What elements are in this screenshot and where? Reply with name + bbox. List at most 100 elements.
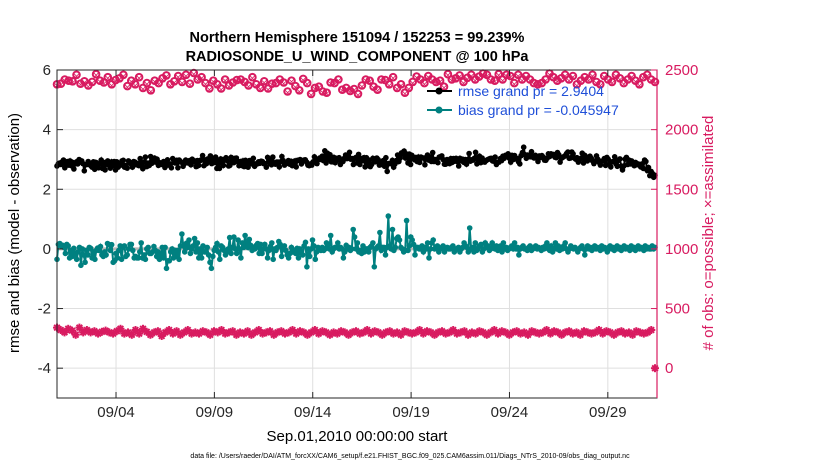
x-axis-label: Sep.01,2010 00:00:00 start [267,428,449,445]
possible-marker [490,76,500,85]
possible-marker [388,72,398,82]
assimilated-marker-stroke [416,326,424,334]
possible-x-mark: × [636,81,644,91]
legend-label-bias: bias grand pr = -0.045947 [458,102,619,118]
assimilated-marker-stroke [184,326,192,334]
possible-marker [396,80,406,89]
rmse-point [520,144,527,150]
bias-point [228,250,234,257]
chart-title-line1: Northern Hemisphere 151094 / 152253 = 99… [190,30,525,46]
possible-x-mark: × [264,86,272,96]
bias-point [371,264,378,270]
y-tick-label-left: 0 [43,241,51,258]
possible-x-mark: × [69,78,77,88]
possible-marker [259,77,269,86]
possible-marker [267,79,277,88]
rmse-point [71,166,77,172]
assimilated-marker-stroke [255,326,263,334]
bias-point [190,243,196,249]
possible-x-mark: × [186,81,194,91]
rmse-point [164,157,171,163]
possible-x-mark: × [104,74,112,84]
possible-x-mark: × [120,72,128,82]
possible-x-mark: × [495,71,503,81]
possible-x-mark: × [350,86,358,96]
bias-point [426,255,432,261]
possible-x-mark: × [554,78,562,88]
possible-x-mark: × [507,73,515,83]
possible-marker [306,89,316,99]
bias-point [82,259,88,266]
bias-point [194,240,201,246]
possible-x-mark: × [561,72,569,82]
possible-x-mark: × [323,90,331,100]
rmse-point [276,164,283,170]
bias-point [257,241,264,248]
possible-x-mark: × [260,78,268,88]
bias-point [389,226,396,233]
possible-x-mark: × [190,70,198,80]
y-tick-label-right: 0 [665,360,673,377]
possible-x-mark: × [538,80,546,90]
bias-point [489,240,496,246]
bias-point [269,240,275,246]
assimilated-marker-stroke [64,325,72,333]
bias-point [176,256,182,263]
bias-point [116,247,122,254]
bias-point [295,255,302,261]
possible-x-mark: × [296,87,304,97]
series-layer: ××××××××××××××××××××××××××××××××××××××××… [52,68,660,373]
bias-point [375,243,382,249]
bias-point [365,249,372,255]
y-axis-label-left: rmse and bias (model - observation) [6,113,23,353]
possible-marker [568,71,578,81]
bias-point [262,241,268,248]
bias-point [511,240,518,246]
possible-x-mark: × [116,75,124,85]
possible-x-mark: × [534,81,542,91]
possible-marker [99,78,109,87]
rmse-point [263,164,270,170]
possible-marker [596,80,605,89]
possible-marker [295,86,304,95]
possible-x-mark: × [163,72,171,82]
possible-x-mark: × [475,74,483,84]
rmse-point [567,155,574,161]
rmse-point [608,164,614,170]
assimilated-marker-stroke [102,327,110,335]
bias-point [73,256,80,263]
possible-x-mark: × [225,83,233,93]
bias-point [283,247,289,254]
bias-point [156,256,163,263]
chart-title-line2: RADIOSONDE_U_WIND_COMPONENT @ 100 hPa [186,49,530,65]
possible-x-mark: × [253,81,261,91]
possible-x-mark: × [389,74,397,84]
bias-point [62,250,69,257]
possible-x-mark: × [147,87,155,97]
bias-point [246,236,253,243]
possible-x-mark: × [483,72,491,82]
possible-x-mark: × [280,80,288,90]
assimilated-marker-stroke [363,326,371,334]
bias-point [239,240,246,246]
bias-point [210,253,216,260]
bias-point [311,243,317,249]
bias-point [396,237,403,243]
assimilated-marker-stroke [543,326,551,334]
grid-lines [57,69,657,398]
possible-x-mark: × [167,81,175,91]
rmse-point [565,149,571,155]
possible-x-mark: × [315,84,323,94]
possible-marker [119,70,128,80]
assimilated-marker-stroke [229,327,237,335]
bias-point [142,256,149,263]
possible-x-mark: × [577,78,585,88]
possible-marker [357,81,367,90]
bias-point [217,256,223,263]
possible-marker [216,84,226,93]
rmse-point [355,151,362,158]
possible-x-mark: × [108,81,116,91]
assimilated-marker-stroke [266,327,274,335]
assimilated-marker-stroke [341,328,349,336]
